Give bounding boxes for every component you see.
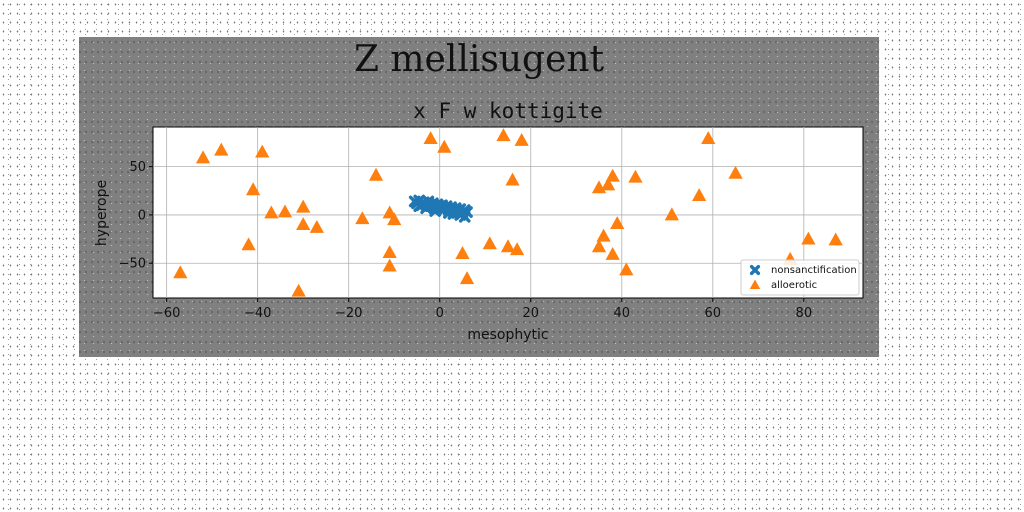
- figure-panel: Z mellisugent x F w kottigite −60 −40 −20 0…: [79, 37, 879, 357]
- data-point: [610, 216, 625, 230]
- data-point: [482, 236, 497, 250]
- legend-marker-alloerotic: [749, 279, 761, 289]
- scatter-chart: Z mellisugent x F w kottigite −60 −40 −20 0…: [94, 39, 864, 343]
- data-point: [246, 182, 261, 196]
- data-point: [309, 219, 324, 233]
- data-point: [277, 204, 293, 218]
- y-tick-labels: −50 0 50: [119, 160, 146, 272]
- data-point: [423, 131, 438, 144]
- data-point: [368, 167, 384, 181]
- legend-marker-nonsanctification: [749, 264, 761, 276]
- data-point: [173, 265, 188, 279]
- data-point: [459, 271, 475, 285]
- data-point: [692, 188, 707, 201]
- data-point: [828, 232, 843, 246]
- data-point: [514, 133, 529, 146]
- data-point: [413, 200, 426, 213]
- series-alloerotic: [173, 128, 843, 297]
- x-tick-label: −40: [244, 306, 271, 321]
- x-axis-label: mesophytic: [467, 327, 548, 343]
- data-point: [195, 150, 211, 164]
- data-point: [437, 139, 452, 153]
- figure-suptitle: Z mellisugent: [354, 39, 605, 80]
- data-point: [443, 207, 455, 219]
- x-tick-label: 0: [436, 306, 444, 321]
- series-nonsanctification: [408, 194, 473, 223]
- data-point: [596, 228, 611, 242]
- y-tick-label: 50: [129, 160, 146, 175]
- y-tick-label: 0: [138, 208, 146, 223]
- x-tick-label: 80: [796, 306, 813, 321]
- legend-label-alloerotic: alloerotic: [771, 280, 817, 291]
- data-point: [728, 165, 743, 179]
- data-point: [605, 168, 620, 182]
- data-point: [455, 246, 470, 259]
- data-point: [664, 207, 679, 221]
- data-point: [264, 205, 279, 219]
- data-point: [605, 247, 620, 260]
- y-axis-label: hyperope: [94, 180, 110, 246]
- legend-box: [740, 259, 860, 296]
- legend-marker-glyph: [749, 279, 761, 289]
- data-point: [500, 239, 516, 253]
- data-point: [291, 283, 306, 297]
- data-point: [628, 169, 643, 183]
- legend: nonsanctification alloerotic: [740, 259, 860, 296]
- data-point: [241, 237, 256, 251]
- data-point: [387, 212, 402, 226]
- data-point: [496, 128, 511, 142]
- plot-area: −60 −40 −20 0 20 40 60 80 −50 0 50: [119, 126, 864, 321]
- data-point: [382, 258, 397, 272]
- tick-marks: [149, 166, 805, 302]
- data-point: [591, 239, 607, 253]
- data-point: [255, 144, 270, 158]
- legend-marker-glyph: [749, 264, 761, 276]
- series-layer: [173, 128, 843, 297]
- x-tick-label: −60: [153, 306, 180, 321]
- data-point: [214, 142, 229, 156]
- legend-label-nonsanctification: nonsanctification: [771, 265, 857, 276]
- data-point: [701, 131, 716, 144]
- x-tick-label: −20: [335, 306, 362, 321]
- y-tick-label: −50: [119, 257, 146, 272]
- x-tick-label: 60: [705, 306, 722, 321]
- data-point: [355, 211, 370, 225]
- data-point: [601, 177, 616, 191]
- data-point: [296, 217, 311, 230]
- data-point: [509, 242, 525, 256]
- data-point: [505, 172, 520, 186]
- data-point: [382, 245, 397, 258]
- x-tick-labels: −60 −40 −20 0 20 40 60 80: [153, 306, 812, 321]
- data-point: [619, 262, 634, 276]
- data-point: [801, 231, 816, 245]
- x-tick-label: 40: [614, 306, 631, 321]
- x-tick-label: 20: [522, 306, 539, 321]
- data-point: [433, 200, 446, 213]
- data-point: [296, 199, 311, 213]
- chart-title: x F w kottigite: [413, 99, 603, 123]
